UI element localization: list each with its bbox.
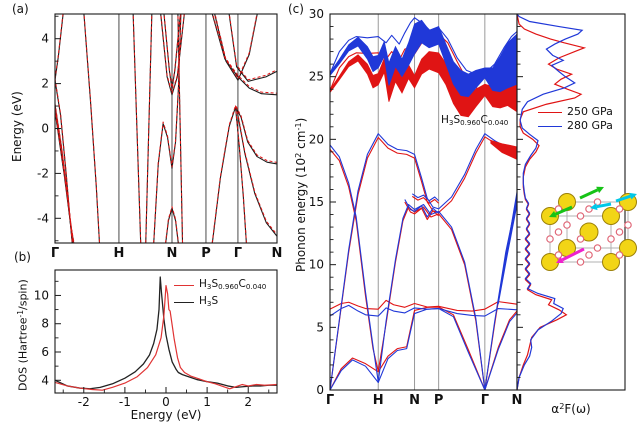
sulfur-atom xyxy=(619,239,637,257)
phonon-mode-arrow xyxy=(554,205,573,216)
hydrogen-atom xyxy=(615,205,624,213)
kpoint-label: Γ xyxy=(234,246,242,261)
hydrogen-atom xyxy=(585,251,593,259)
phonon-mode-arrow xyxy=(579,188,599,200)
pressure-legend-item-250: 250 GPa xyxy=(538,105,613,119)
kpoint-label: N xyxy=(512,393,523,408)
svg-text:1: 1 xyxy=(203,395,211,409)
hydrogen-atom xyxy=(607,235,615,243)
hydrogen-atom xyxy=(615,251,624,259)
panel-b-label: (b) xyxy=(14,250,31,264)
svg-text:-2: -2 xyxy=(78,395,90,409)
crystal-structure-inset xyxy=(541,186,637,271)
svg-text:8: 8 xyxy=(41,317,49,331)
dos-legend-swatch-red xyxy=(174,285,194,287)
svg-text:6: 6 xyxy=(41,345,49,359)
dos-legend-label-doped: H3S0.960C0.040 xyxy=(199,278,267,292)
svg-text:-2: -2 xyxy=(37,166,49,180)
hydrogen-atom xyxy=(615,228,624,236)
svg-text:5: 5 xyxy=(316,320,324,334)
panel-dos: 4 6 8 10 -2 -1 0 1 2 xyxy=(34,269,278,409)
phonon-mode-arrow xyxy=(615,194,631,203)
kpoint-label: H xyxy=(113,246,124,261)
svg-text:25: 25 xyxy=(309,70,324,84)
dos-legend-item-doped: H3S0.960C0.040 xyxy=(174,277,266,294)
dos-legend-swatch-black xyxy=(174,302,194,304)
panel-c-label: (c) xyxy=(288,2,304,16)
pressure-legend: 250 GPa 280 GPa xyxy=(538,105,613,133)
dos-x-axis-label: Energy (eV) xyxy=(130,408,202,422)
dos-y-axis-label: DOS (Hartree-1/spin) xyxy=(16,279,30,391)
svg-text:-4: -4 xyxy=(37,211,49,225)
pressure-legend-item-280: 280 GPa xyxy=(538,119,613,133)
hydrogen-atom xyxy=(576,212,585,220)
phonon-mode-arrowhead xyxy=(549,210,557,218)
svg-text:2: 2 xyxy=(41,77,49,91)
svg-text:2: 2 xyxy=(244,395,252,409)
kpoint-label: Γ xyxy=(51,246,59,261)
phonon-y-axis-label: Phonon energy (102 cm-1) xyxy=(293,117,309,272)
svg-text:-1: -1 xyxy=(119,395,131,409)
phonon-mode-arrowhead xyxy=(556,256,564,263)
phonon-mode-arrowhead xyxy=(596,186,604,194)
hydrogen-atom xyxy=(563,221,571,229)
pressure-legend-swatch-250 xyxy=(538,111,562,113)
hydrogen-atom xyxy=(546,235,554,243)
phonon-mode-arrow xyxy=(561,247,585,262)
phonon-mode-arrow xyxy=(596,202,612,209)
kpoint-label: N xyxy=(272,246,283,261)
svg-text:0: 0 xyxy=(162,395,170,409)
svg-text:15: 15 xyxy=(309,195,324,209)
kpoint-label: P xyxy=(201,246,211,261)
pressure-legend-label-280: 280 GPa xyxy=(567,119,613,132)
a2f-x-axis-label: α2F(ω) xyxy=(551,401,591,417)
panel-a-label: (a) xyxy=(12,2,29,16)
panel-band: -4 -2 0 2 4 Γ H N P Γ N xyxy=(37,13,283,261)
kpoint-label: P xyxy=(434,393,444,408)
svg-text:10: 10 xyxy=(34,288,49,302)
sulfur-atom xyxy=(602,253,620,271)
svg-text:30: 30 xyxy=(309,7,324,21)
pressure-legend-label-250: 250 GPa xyxy=(567,105,613,118)
svg-text:10: 10 xyxy=(309,258,324,272)
hydrogen-atom xyxy=(576,235,585,243)
hydrogen-atom xyxy=(593,244,602,252)
hydrogen-atom xyxy=(585,205,593,213)
svg-text:0: 0 xyxy=(316,383,324,397)
sulfur-atom xyxy=(602,207,620,225)
kpoint-label: N xyxy=(167,246,178,261)
kpoint-label: N xyxy=(409,393,420,408)
svg-text:0: 0 xyxy=(41,122,49,136)
kpoint-label: H xyxy=(373,393,384,408)
svg-text:4: 4 xyxy=(41,373,49,387)
dos-legend: H3S0.960C0.040 H3S xyxy=(174,277,266,311)
phonon-mode-arrowhead xyxy=(629,192,637,200)
hydrogen-atom xyxy=(554,228,563,236)
kpoint-label: Γ xyxy=(326,393,334,408)
pressure-legend-swatch-280 xyxy=(538,125,562,127)
kpoint-label: Γ xyxy=(481,393,489,408)
hydrogen-atom xyxy=(554,251,563,259)
hydrogen-atom xyxy=(576,258,585,266)
phonon-composition-annotation: H3S0.960C0.040 xyxy=(441,114,509,128)
svg-text:20: 20 xyxy=(309,132,324,146)
band-y-axis-label: Energy (eV) xyxy=(10,91,24,162)
dos-legend-label-h3s: H3S xyxy=(199,295,219,309)
phonon-mode-arrowhead xyxy=(590,203,598,211)
svg-text:4: 4 xyxy=(41,32,49,46)
dos-legend-item-h3s: H3S xyxy=(174,294,266,311)
hydrogen-atom xyxy=(624,221,632,229)
sulfur-atom xyxy=(579,222,599,242)
